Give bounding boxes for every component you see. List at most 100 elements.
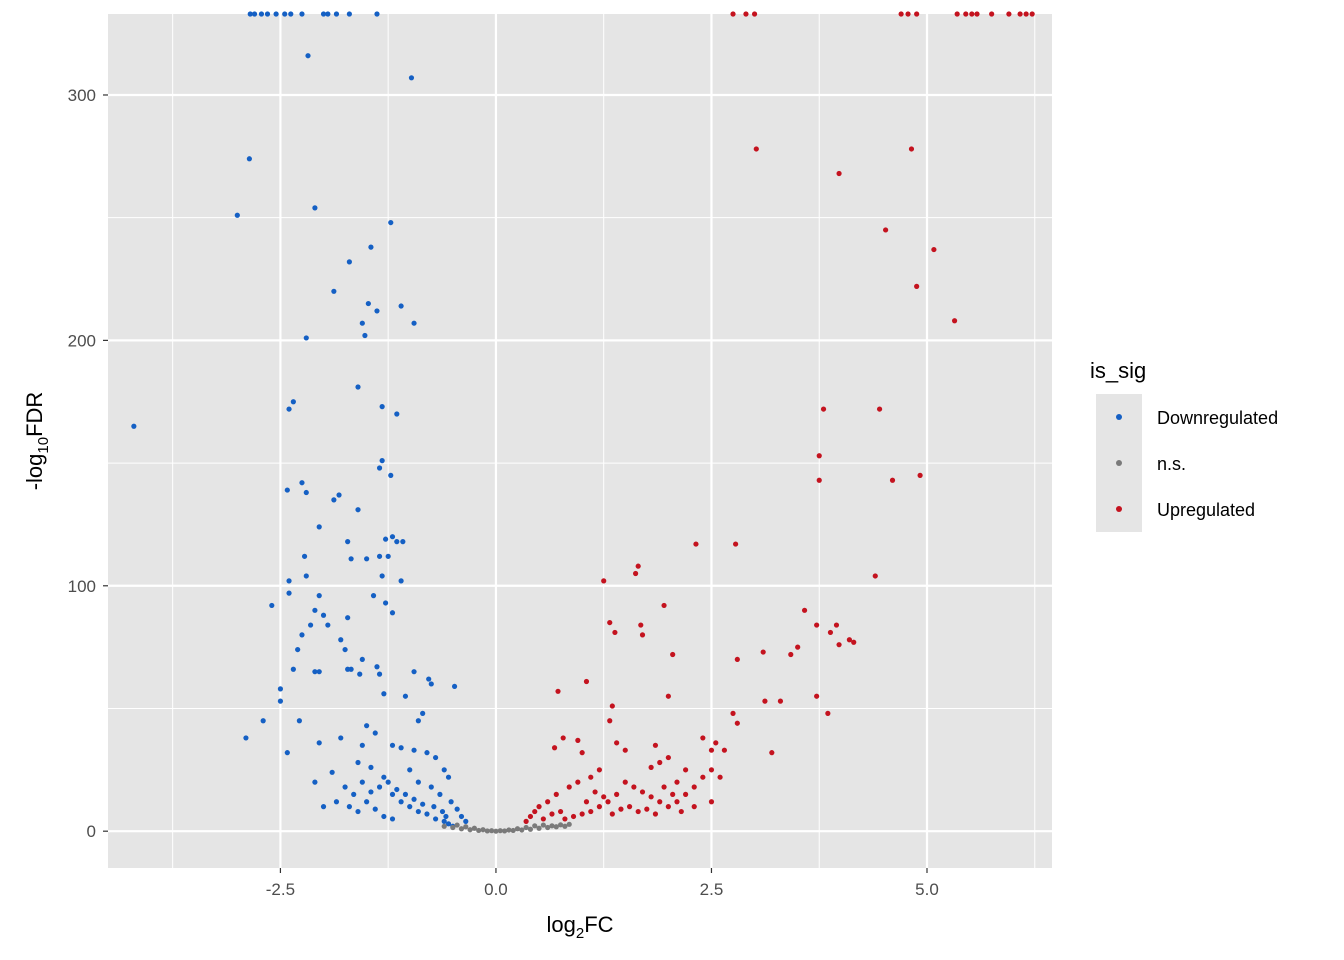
point-downregulated [432, 754, 439, 761]
point-downregulated [388, 219, 394, 226]
point-downregulated [411, 320, 417, 326]
point-n-s [463, 824, 469, 830]
y-axis-title-subscript: 10 [35, 437, 52, 454]
point-upregulated [633, 570, 639, 577]
point-downregulated [439, 808, 446, 815]
point-downregulated [364, 799, 370, 805]
point-downregulated [282, 11, 288, 17]
point-upregulated [827, 629, 834, 636]
point-upregulated [558, 808, 564, 815]
point-upregulated [523, 818, 529, 824]
point-downregulated [389, 791, 396, 797]
point-n-s [545, 824, 551, 831]
point-downregulated [408, 75, 415, 81]
point-upregulated [562, 816, 568, 822]
x-tick-label: 2.5 [700, 880, 724, 899]
point-downregulated [303, 573, 309, 579]
point-downregulated [345, 615, 351, 621]
y-tick-label: 300 [68, 86, 96, 105]
point-upregulated [601, 578, 607, 584]
point-downregulated [316, 740, 322, 746]
point-upregulated [652, 811, 659, 817]
point-upregulated [639, 789, 646, 795]
point-downregulated [411, 747, 417, 753]
point-downregulated [316, 593, 322, 599]
point-downregulated [359, 742, 365, 748]
point-downregulated [355, 808, 361, 815]
point-downregulated [394, 786, 400, 793]
point-upregulated [596, 767, 602, 773]
point-n-s [489, 828, 495, 834]
point-downregulated [458, 813, 465, 820]
y-axis-title: -log10FDR [22, 392, 52, 491]
point-downregulated [299, 11, 305, 17]
plot-panel [108, 14, 1052, 868]
point-upregulated [931, 246, 937, 253]
point-upregulated [555, 688, 561, 694]
point-upregulated [631, 784, 637, 790]
point-upregulated [713, 740, 719, 746]
legend-key-downregulated [1116, 414, 1122, 420]
point-upregulated [816, 453, 822, 459]
point-upregulated [708, 799, 715, 805]
point-downregulated [431, 804, 437, 810]
point-downregulated [443, 813, 449, 820]
point-downregulated [379, 458, 385, 464]
point-downregulated [290, 399, 296, 405]
point-upregulated [588, 808, 594, 815]
point-upregulated [814, 622, 820, 628]
point-upregulated [622, 779, 628, 785]
point-downregulated [305, 53, 311, 59]
point-downregulated [312, 779, 318, 785]
point-n-s [471, 825, 477, 831]
point-n-s [454, 822, 460, 828]
point-upregulated [989, 11, 995, 17]
point-upregulated [700, 774, 706, 780]
point-downregulated [394, 411, 400, 417]
point-upregulated [889, 477, 896, 483]
point-downregulated [402, 791, 409, 797]
point-downregulated [398, 799, 404, 805]
axis-ticks [103, 94, 928, 873]
point-downregulated [441, 767, 447, 773]
point-n-s [501, 828, 508, 834]
point-upregulated [963, 11, 969, 17]
point-downregulated [385, 779, 391, 785]
point-downregulated [359, 320, 365, 326]
point-downregulated [331, 497, 337, 503]
point-upregulated [648, 794, 654, 800]
point-upregulated [665, 754, 671, 761]
point-upregulated [605, 799, 611, 805]
point-upregulated [549, 811, 555, 817]
point-downregulated [407, 767, 413, 773]
point-n-s [458, 826, 465, 832]
point-downregulated [415, 808, 421, 815]
point-downregulated [320, 804, 327, 810]
point-downregulated [376, 465, 383, 471]
point-upregulated [691, 784, 697, 790]
legend-label-downregulated: Downregulated [1157, 408, 1278, 428]
point-n-s [558, 822, 564, 828]
point-upregulated [751, 11, 758, 17]
point-upregulated [795, 644, 801, 650]
point-downregulated [290, 666, 296, 672]
point-upregulated [635, 808, 641, 815]
point-downregulated [364, 723, 370, 729]
x-axis-title-base: log [546, 912, 575, 937]
point-upregulated [836, 170, 842, 177]
point-downregulated [415, 718, 421, 724]
legend-title: is_sig [1090, 358, 1146, 383]
point-upregulated [657, 799, 663, 805]
point-downregulated [420, 801, 426, 807]
point-downregulated [312, 669, 318, 675]
point-downregulated [345, 539, 351, 545]
point-downregulated [299, 632, 305, 638]
point-upregulated [618, 806, 624, 812]
point-upregulated [1006, 11, 1012, 17]
point-upregulated [644, 806, 650, 812]
point-downregulated [246, 156, 252, 162]
point-downregulated [251, 11, 258, 17]
point-upregulated [560, 735, 566, 741]
point-upregulated [661, 602, 667, 609]
point-upregulated [753, 146, 759, 152]
